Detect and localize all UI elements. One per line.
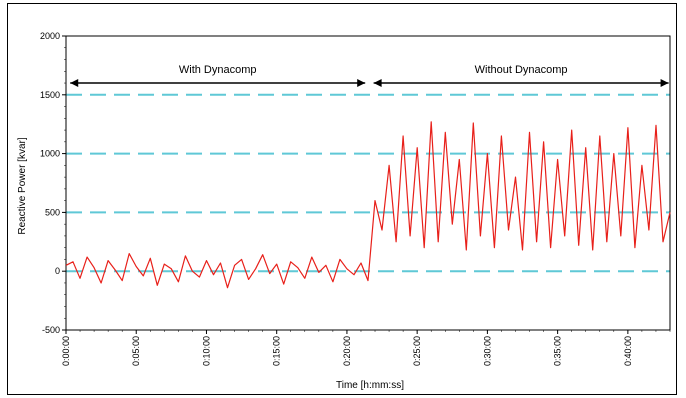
x-tick-label: 0:30:00	[482, 336, 492, 366]
x-axis-title: Time [h:mm:ss]	[336, 380, 404, 391]
y-tick-label: 2000	[40, 31, 60, 41]
reactive-power-chart: -500 0 500 1000 1500 2000 0:00:00 0:05:00 0:10:0…	[17, 31, 671, 391]
x-tick-label: 0:20:00	[342, 336, 352, 366]
arrow-left-head	[70, 79, 79, 87]
y-axis-title: Reactive Power [kvar]	[17, 137, 28, 234]
y-tick-label: 1500	[40, 90, 60, 100]
region-label: Without Dynacomp	[475, 64, 568, 76]
x-tick-label: 0:10:00	[201, 336, 211, 366]
x-tick-label: 0:15:00	[272, 336, 282, 366]
x-tick-label: 0:40:00	[623, 336, 633, 366]
x-tick-label: 0:05:00	[131, 336, 141, 366]
y-tick-label: 0	[55, 266, 60, 276]
x-tick-label: 0:25:00	[412, 336, 422, 366]
region-label: With Dynacomp	[179, 64, 257, 76]
arrow-right-head	[660, 79, 669, 87]
y-tick-label: -500	[42, 325, 60, 335]
x-tick-label: 0:35:00	[553, 336, 563, 366]
plot-area	[65, 35, 671, 331]
arrow-left-head	[373, 79, 382, 87]
x-tick-label: 0:00:00	[61, 336, 71, 366]
reactive-power-series	[65, 121, 671, 289]
chart-frame: -500 0 500 1000 1500 2000 0:00:00 0:05:00 0:10:0…	[7, 3, 677, 395]
y-tick-label: 500	[45, 207, 60, 217]
arrow-right-head	[357, 79, 366, 87]
y-tick-label: 1000	[40, 149, 60, 159]
